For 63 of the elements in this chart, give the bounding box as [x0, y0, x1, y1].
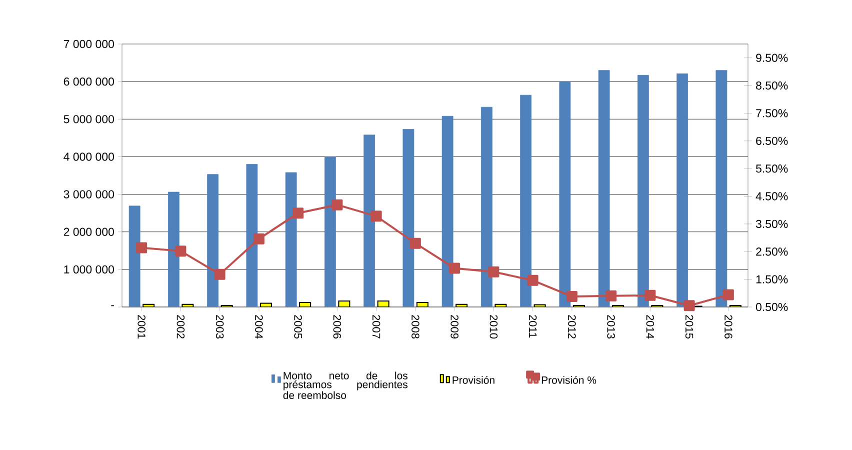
y2-tick-label: 7.50%: [756, 109, 788, 118]
x-tick-label: 2012: [568, 315, 576, 338]
point: [332, 199, 343, 210]
bar: [260, 302, 272, 307]
y2-tick-label: 9.50%: [756, 54, 788, 62]
bar: [142, 304, 155, 307]
bar: [338, 300, 350, 307]
x-tick-label: 2001: [138, 315, 146, 338]
y-tick-label: 7 000 000: [64, 40, 114, 48]
x-tick-label: 2011: [528, 315, 537, 338]
y2-tick-label: 5.50%: [756, 164, 788, 173]
y-tick-label: 1 000 000: [64, 265, 114, 274]
point: [214, 268, 226, 280]
point: [410, 238, 421, 249]
point: [566, 290, 578, 302]
legend-label: Monto neto de los préstamos pendientes de reembolso: [283, 372, 408, 400]
point: [136, 242, 148, 254]
x-tick-label: 2016: [724, 315, 732, 338]
y-tick-label: 4 000 000: [64, 152, 114, 161]
x-tick-label: 2014: [646, 315, 654, 339]
point: [175, 246, 186, 257]
bar: [182, 304, 194, 307]
x-tick-label: 2006: [333, 315, 342, 338]
bar: [534, 304, 546, 307]
y2-tick-label: 2.50%: [756, 248, 788, 256]
y-tick-label: 2 000 000: [64, 228, 114, 236]
y2-tick-label: 0.50%: [756, 302, 788, 312]
x-tick-label: 2013: [607, 315, 615, 338]
y2-tick-label: 4.50%: [756, 192, 788, 200]
y-tick-label: 3 000 000: [64, 190, 114, 198]
point: [684, 300, 695, 312]
x-tick-label: 2008: [412, 315, 420, 338]
point: [488, 266, 500, 278]
y2-tick-label: 3.50%: [756, 220, 788, 228]
point: [370, 210, 382, 222]
bar: [416, 302, 428, 307]
y2-tick-label: 8.50%: [756, 81, 788, 90]
point: [449, 262, 460, 274]
bar: [299, 302, 312, 307]
y-tick-label: 5 000 000: [64, 115, 114, 124]
legend-label: Provisión: [452, 376, 494, 384]
y-tick-label: 6 000 000: [64, 78, 114, 86]
y2-tick-label: 6.50%: [756, 136, 788, 145]
legend-label: Provisión %: [542, 376, 596, 384]
point: [292, 208, 304, 219]
x-tick-label: 2015: [685, 315, 694, 339]
x-tick-label: 2003: [216, 315, 224, 338]
x-tick-label: 2004: [255, 315, 263, 339]
x-tick-label: 2002: [176, 315, 185, 338]
point: [606, 290, 617, 302]
x-tick-label: 2007: [372, 315, 380, 338]
x-tick-label: 2005: [294, 315, 302, 339]
point: [253, 233, 264, 244]
point: [644, 290, 656, 301]
y2-tick-label: 1.50%: [756, 275, 788, 284]
bar: [494, 304, 507, 307]
point: [527, 274, 538, 286]
x-tick-label: 2009: [450, 315, 458, 338]
bar: [377, 300, 390, 307]
y-tick-label: -: [111, 305, 114, 306]
x-tick-label: 2010: [490, 315, 498, 339]
bar: [456, 304, 468, 307]
point: [722, 289, 734, 300]
